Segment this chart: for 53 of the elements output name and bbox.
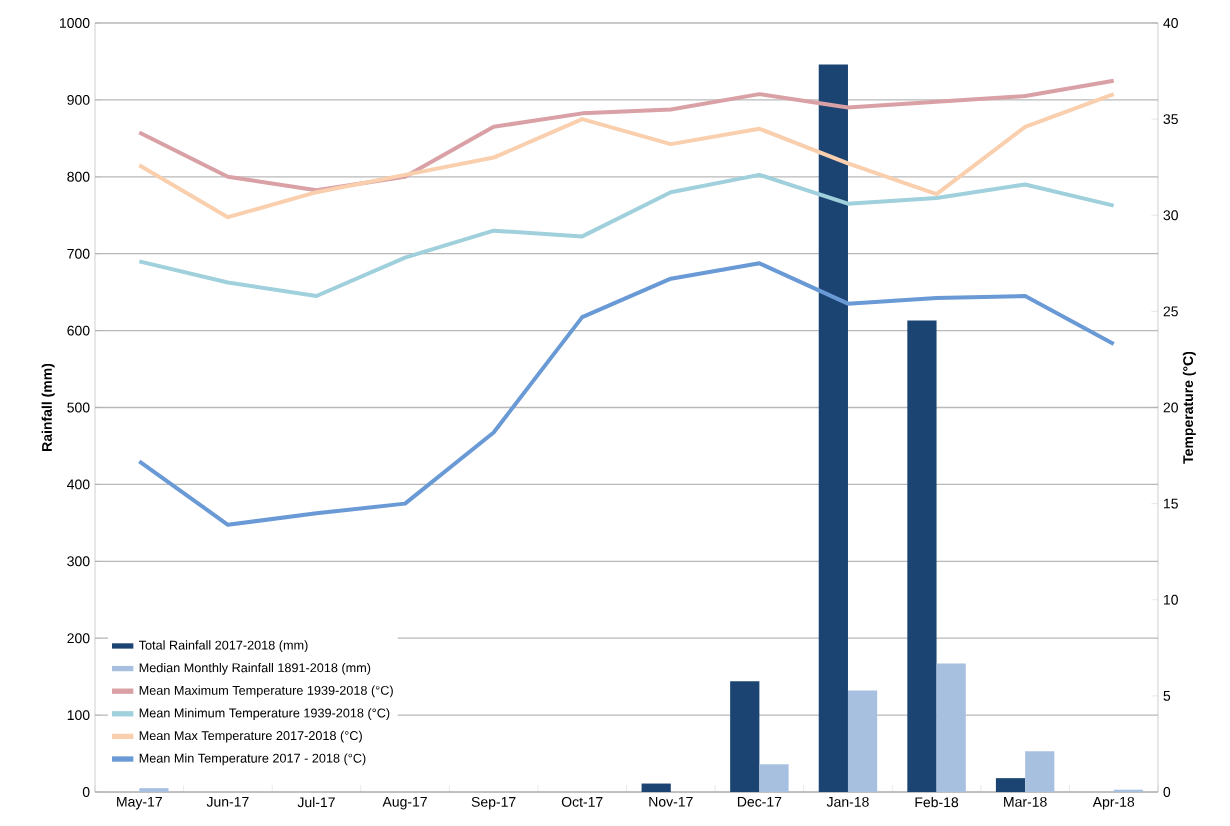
bar (818, 64, 848, 792)
x-tick-label: Apr-18 (1092, 796, 1135, 810)
y-tick-label: 0 (82, 787, 90, 797)
bar (907, 320, 937, 792)
x-tick-label: Nov-17 (649, 796, 693, 807)
y2-tick-label: 5 (1163, 691, 1171, 701)
y2-tick-label: 30 (1163, 210, 1178, 221)
bar (139, 788, 169, 792)
line-series (137, 172, 1116, 298)
y-tick-label: 1000 (60, 18, 90, 28)
y-tick-label: 900 (67, 94, 90, 105)
x-tick-label: Aug-17 (382, 796, 427, 810)
y-tick-label: 100 (67, 710, 90, 721)
y-tick-label: 400 (67, 479, 90, 490)
y-tick-label: 800 (67, 171, 90, 182)
x-tick-label: Feb-18 (915, 796, 959, 808)
legend-label: Median Monthly Rainfall 1891-2018 (mm) (139, 662, 371, 675)
legend-label: Mean Maximum Temperature 1939-2018 (°C) (139, 685, 393, 698)
y-tick-label: 500 (67, 402, 90, 413)
bar (1025, 751, 1055, 792)
y2-tick-label: 15 (1164, 498, 1178, 509)
y2-tick-label: 0 (1163, 787, 1171, 797)
x-tick-label: Jun-17 (206, 796, 249, 807)
y-tick-label: 200 (67, 633, 90, 644)
y2-axis-title: Temperature (°C) (1182, 351, 1196, 464)
x-tick-label: Sep-17 (471, 796, 516, 810)
y2-tick-label: 10 (1164, 594, 1178, 605)
legend-label: Total Rainfall 2017-2018 (mm) (138, 640, 308, 653)
bar (730, 681, 760, 792)
x-tick-label: Jul-17 (297, 796, 335, 808)
y-tick-label: 700 (67, 248, 90, 259)
y2-tick-label: 35 (1163, 114, 1178, 125)
y2-tick-label: 40 (1163, 18, 1178, 28)
line-series (137, 92, 1116, 220)
legend-label: Mean Minimum Temperature 1939-2018 (°C) (139, 708, 390, 720)
bar (641, 783, 671, 792)
bar (847, 690, 878, 792)
line-series (137, 261, 1116, 527)
x-tick-label: Mar-18 (1004, 796, 1047, 807)
y2-tick-label: 25 (1163, 306, 1178, 317)
y-axis-title: Rainfall (mm) (41, 363, 55, 451)
y-tick-label: 300 (67, 556, 90, 567)
x-tick-label: Oct-17 (561, 796, 603, 807)
x-tick-label: May-17 (117, 796, 162, 810)
x-tick-label: Jan-18 (826, 796, 869, 807)
legend-label: Mean Max Temperature 2017-2018 (°C) (139, 730, 362, 743)
bar (995, 778, 1026, 792)
bar (936, 663, 966, 792)
bar (759, 764, 789, 792)
legend-label: Mean Min Temperature 2017 - 2018 (°C) (139, 753, 366, 766)
y2-tick-label: 20 (1163, 402, 1178, 413)
y-tick-label: 600 (67, 325, 90, 336)
x-tick-label: Dec-17 (737, 796, 782, 807)
